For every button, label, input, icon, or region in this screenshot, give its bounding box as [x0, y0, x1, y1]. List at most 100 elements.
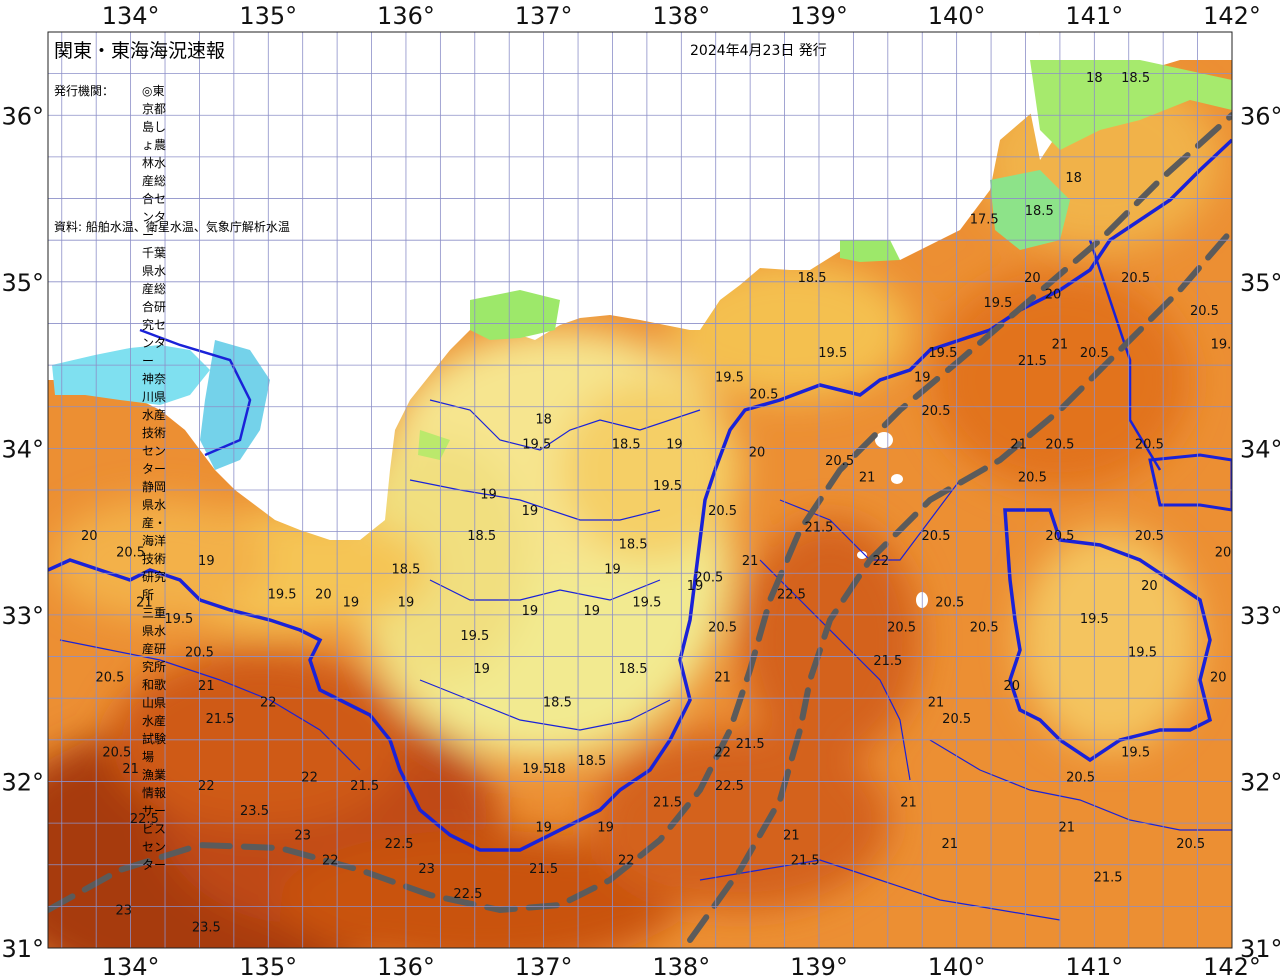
isotherm-value-label: 19: [480, 487, 497, 502]
isotherm-value-label: 21: [1010, 437, 1027, 452]
isotherm-value-label: 22: [618, 854, 635, 869]
isotherm-value-label: 19.5: [460, 629, 489, 644]
isotherm-value-label: 19: [604, 562, 621, 577]
isotherm-value-label: 20: [1024, 271, 1041, 286]
isotherm-value-label: 20.5: [942, 712, 971, 727]
isotherm-value-label: 21.5: [350, 779, 379, 794]
isotherm-value-label: 21: [714, 671, 731, 686]
isotherm-value-label: 22: [260, 696, 277, 711]
isotherm-value-label: 20.5: [1080, 346, 1109, 361]
isotherm-value-label: 19: [535, 820, 552, 835]
isotherm-value-label: 21.5: [529, 862, 558, 877]
isotherm-value-label: 20.5: [935, 596, 964, 611]
agency-label: 発行機関：: [54, 84, 115, 98]
isotherm-value-label: 19: [473, 662, 490, 677]
isotherm-value-label: 18.5: [798, 271, 827, 286]
isotherm-value-label: 20.5: [1190, 304, 1219, 319]
isotherm-value-label: 20.5: [970, 621, 999, 636]
isotherm-value-label: 18: [549, 762, 566, 777]
longitude-tick-label: 137°: [515, 953, 573, 980]
isotherm-value-label: 19: [522, 504, 539, 519]
longitude-tick-label: 135°: [239, 953, 297, 980]
isotherm-value-label: 21.5: [791, 854, 820, 869]
isotherm-value-label: 21.5: [1018, 354, 1047, 369]
isotherm-value-label: 20.5: [1045, 529, 1074, 544]
isotherm-value-label: 20.5: [708, 504, 737, 519]
isotherm-value-label: 19.5: [928, 346, 957, 361]
isotherm-value-label: 20.5: [102, 745, 131, 760]
isotherm-value-label: 21: [136, 596, 153, 611]
isotherm-value-label: 22.5: [715, 779, 744, 794]
isotherm-value-label: 19.5: [1128, 646, 1157, 661]
longitude-tick-label: 137°: [515, 2, 573, 30]
isotherm-value-label: 18: [535, 412, 552, 427]
longitude-tick-label: 134°: [102, 2, 160, 30]
isotherm-value-label: 21: [859, 471, 876, 486]
isotherm-value-label: 18.5: [467, 529, 496, 544]
longitude-tick-label: 141°: [1065, 2, 1123, 30]
isotherm-value-label: 19: [687, 579, 704, 594]
isotherm-value-label: 18.5: [1121, 71, 1150, 86]
latitude-tick-label: 35°: [1240, 269, 1280, 297]
latitude-tick-label: 34°: [1240, 435, 1280, 463]
isotherm-value-label: 19: [597, 820, 614, 835]
isotherm-value-label: 19.5: [653, 479, 682, 494]
isotherm-value-label: 20.: [1215, 546, 1236, 561]
isotherm-value-label: 23: [294, 829, 311, 844]
isotherm-value-label: 20.5: [1018, 471, 1047, 486]
isotherm-value-label: 23: [115, 904, 132, 919]
isotherm-value-label: 21.5: [736, 737, 765, 752]
isotherm-value-label: 20.5: [185, 646, 214, 661]
map-border: [47, 31, 1233, 949]
isotherm-value-label: 20.5: [922, 404, 951, 419]
latitude-tick-label: 36°: [1, 102, 44, 130]
latitude-tick-label: 31°: [1, 935, 44, 963]
agency-item: 漁業情報サービスセンター: [142, 768, 167, 872]
isotherm-value-label: 21.5: [873, 654, 902, 669]
isotherm-value-label: 22.5: [385, 837, 414, 852]
latitude-labels-left: 36° 35° 34° 33° 32° 31°: [1, 102, 44, 963]
cold-water-zones: [52, 60, 1232, 470]
isotherm-value-label: 20.5: [95, 671, 124, 686]
isotherm-value-label: 21: [900, 795, 917, 810]
isotherm-value-label: 18.5: [1025, 204, 1054, 219]
isotherm-value-label: 19: [666, 437, 683, 452]
longitude-tick-label: 136°: [377, 953, 435, 980]
isotherm-value-label: 21: [941, 837, 958, 852]
isotherm-value-label: 18.5: [619, 537, 648, 552]
latitude-tick-label: 32°: [1, 768, 44, 796]
longitude-tick-label: 141°: [1065, 953, 1123, 980]
isotherm-value-label: 20: [81, 529, 98, 544]
latitude-tick-label: 34°: [1, 435, 44, 463]
isotherm-value-label: 22: [714, 745, 731, 760]
latitude-labels-right: 36° 35° 34° 33° 32° 31°: [1240, 102, 1280, 963]
isotherm-value-label: 20: [749, 446, 766, 461]
map-title: 関東・東海海況速報: [54, 40, 226, 62]
isotherm-value-label: 22: [322, 854, 339, 869]
isotherm-value-label: 19.5: [522, 437, 551, 452]
isotherm-value-label: 19: [198, 554, 215, 569]
agency-item: 神奈川県水産技術センター: [142, 372, 167, 476]
isotherm-value-label: 21: [928, 696, 945, 711]
isotherm-value-label: 20: [1003, 679, 1020, 694]
isotherm-value-label: 19.5: [1080, 612, 1109, 627]
isotherm-value-label: 21: [783, 829, 800, 844]
isotherm-value-label: 19: [584, 604, 601, 619]
isotherm-value-label: 20.5: [1135, 529, 1164, 544]
agency-item: 和歌山県水産試験場: [142, 678, 167, 764]
isotherm-value-label: 19.5: [818, 346, 847, 361]
isotherm-value-label: 19: [522, 604, 539, 619]
latitude-tick-label: 33°: [1, 602, 44, 630]
isotherm-labels: 18 18.5 18.5 19.5 20.5 19.5 18.5 19 19.5 18 19.5 19…: [81, 71, 1240, 935]
agency-item: 千葉県水産総合研究センター: [142, 246, 167, 368]
agency-list: ◎東京都島しょ農林水産総合センター 千葉県水産総合研究センター 神奈川県水産技術…: [142, 82, 166, 874]
isotherm-value-label: 19.5: [1211, 337, 1240, 352]
isotherm-value-label: 21: [198, 679, 215, 694]
isotherm-value-label: 22.5: [777, 587, 806, 602]
isotherm-contours: [48, 138, 1232, 921]
longitude-tick-label: 140°: [928, 2, 986, 30]
isotherm-value-label: 21: [1059, 820, 1076, 835]
longitude-tick-label: 140°: [928, 953, 986, 980]
longitude-tick-label: 134°: [102, 953, 160, 980]
